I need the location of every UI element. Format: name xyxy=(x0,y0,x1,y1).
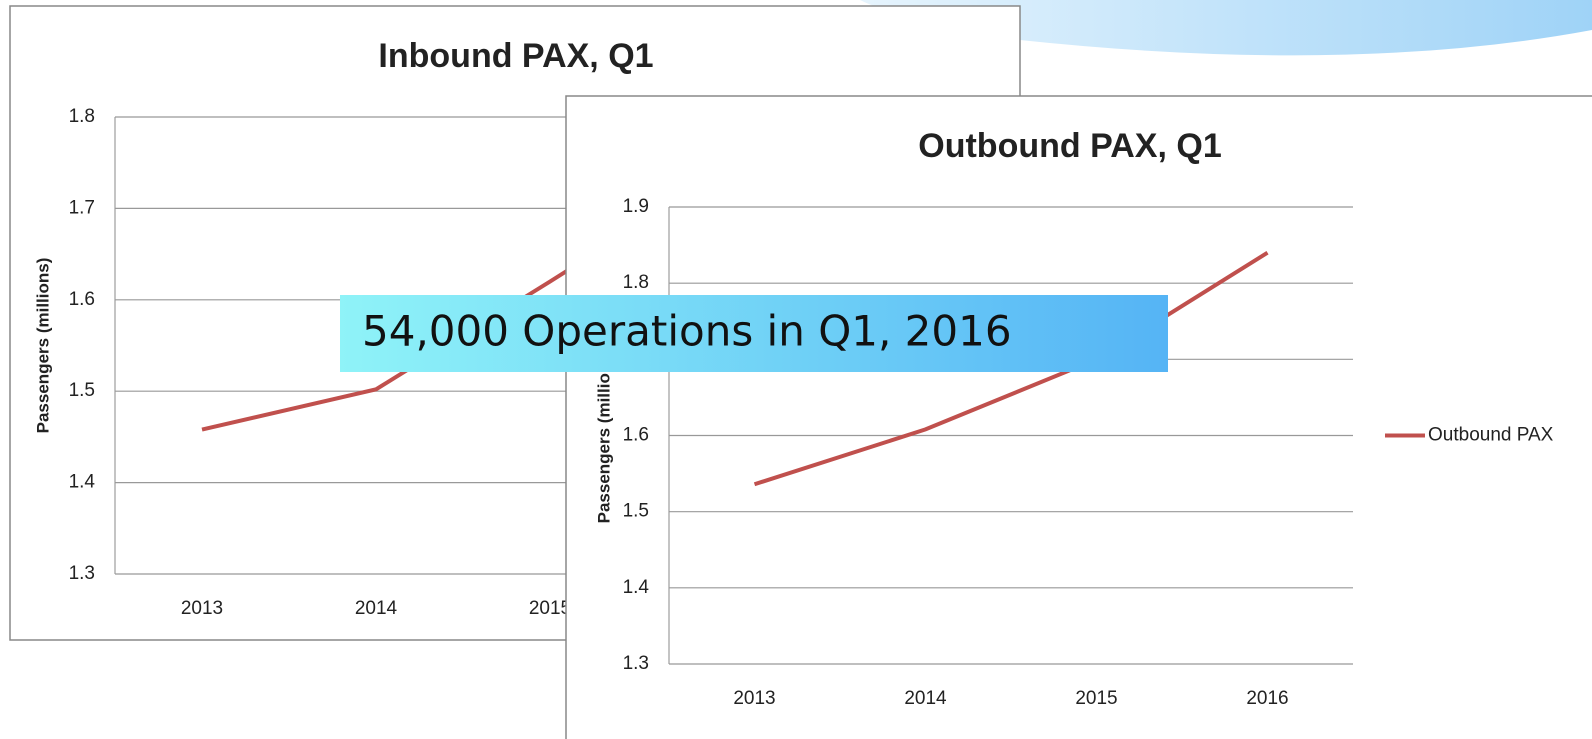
y-tick-label: 1.6 xyxy=(623,425,649,446)
y-tick-label: 1.6 xyxy=(69,289,95,310)
x-tick-label: 2014 xyxy=(904,688,947,709)
banner-text: 54,000 Operations in Q1, 2016 xyxy=(362,307,1012,356)
decor-swoosh xyxy=(860,0,1592,56)
x-tick-label: 2013 xyxy=(181,598,223,619)
y-tick-label: 1.7 xyxy=(69,197,95,218)
y-tick-label: 1.3 xyxy=(69,563,95,584)
y-tick-label: 1.4 xyxy=(69,472,96,493)
chart-title: Outbound PAX, Q1 xyxy=(918,127,1221,165)
series-line xyxy=(753,251,1269,487)
x-tick-label: 2015 xyxy=(529,598,571,619)
charts: Inbound PAX, Q1 Passengers (millions) 1.3 1… xyxy=(9,5,1592,739)
y-axis-label: Passengers (millions) xyxy=(594,348,613,524)
y-tick-label: 1.4 xyxy=(623,577,650,598)
x-tick-label: 2016 xyxy=(1246,688,1288,709)
y-tick-label: 1.8 xyxy=(623,272,649,293)
legend-label: Outbound PAX xyxy=(1428,425,1554,446)
y-axis-label: Passengers (millions) xyxy=(33,258,52,434)
chart-panel: Outbound PAX, Q1 Passengers (millions) 1.3… xyxy=(565,95,1592,739)
banner-box xyxy=(340,295,1168,372)
x-tick-label: 2014 xyxy=(355,598,398,619)
y-tick-label: 1.5 xyxy=(69,380,95,401)
chart-title: Inbound PAX, Q1 xyxy=(378,37,653,75)
y-tick-label: 1.5 xyxy=(623,501,649,522)
y-tick-label: 1.8 xyxy=(69,106,95,127)
y-tick-label: 1.9 xyxy=(623,196,649,217)
x-tick-label: 2015 xyxy=(1075,688,1117,709)
y-tick-label: 1.3 xyxy=(623,653,649,674)
panel-bg xyxy=(565,95,1592,739)
x-tick-label: 2013 xyxy=(733,688,775,709)
